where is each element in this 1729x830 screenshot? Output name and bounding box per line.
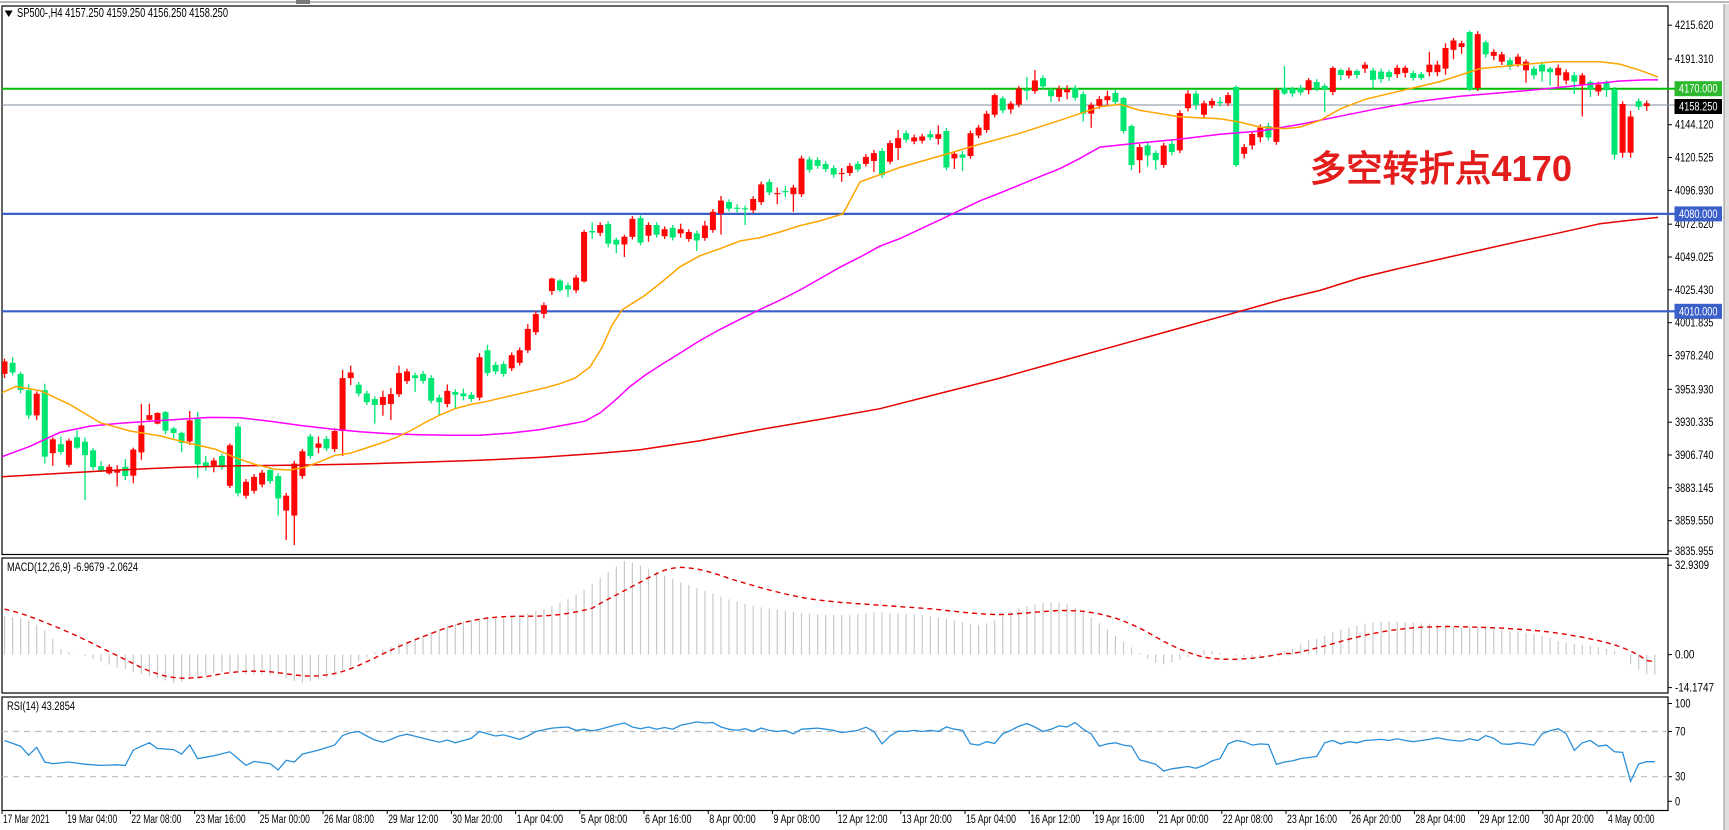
svg-text:5 Apr 08:00: 5 Apr 08:00 (581, 814, 628, 826)
svg-text:-14.1747: -14.1747 (1675, 683, 1714, 695)
svg-text:4010.000: 4010.000 (1679, 306, 1718, 318)
svg-text:19 Mar 04:00: 19 Mar 04:00 (67, 814, 117, 826)
svg-text:4049.025: 4049.025 (1675, 252, 1714, 264)
svg-text:23 Apr 16:00: 23 Apr 16:00 (1287, 814, 1337, 826)
svg-text:8 Apr 00:00: 8 Apr 00:00 (709, 814, 756, 826)
svg-text:3859.550: 3859.550 (1675, 516, 1714, 528)
svg-text:4072.620: 4072.620 (1675, 219, 1714, 231)
svg-text:4120.525: 4120.525 (1675, 153, 1714, 165)
svg-text:30 Apr 20:00: 30 Apr 20:00 (1544, 814, 1594, 826)
svg-text:70: 70 (1675, 727, 1686, 739)
svg-text:4191.310: 4191.310 (1675, 54, 1714, 66)
svg-text:30: 30 (1675, 772, 1686, 784)
svg-text:3978.240: 3978.240 (1675, 351, 1714, 363)
svg-text:4170.000: 4170.000 (1679, 84, 1718, 96)
svg-text:3906.740: 3906.740 (1675, 450, 1714, 462)
svg-text:MACD(12,26,9) -6.9679 -2.0624: MACD(12,26,9) -6.9679 -2.0624 (7, 562, 138, 574)
svg-text:4096.930: 4096.930 (1675, 185, 1714, 197)
svg-text:0: 0 (1675, 796, 1680, 808)
svg-text:26 Mar 08:00: 26 Mar 08:00 (324, 814, 374, 826)
svg-text:4158.250: 4158.250 (1679, 102, 1718, 114)
svg-text:0.00: 0.00 (1675, 650, 1695, 662)
svg-text:23 Mar 16:00: 23 Mar 16:00 (196, 814, 246, 826)
svg-text:21 Apr 00:00: 21 Apr 00:00 (1159, 814, 1209, 826)
svg-text:6 Apr 16:00: 6 Apr 16:00 (645, 814, 692, 826)
svg-text:4 May 00:00: 4 May 00:00 (1608, 814, 1655, 826)
svg-text:3883.145: 3883.145 (1675, 483, 1714, 495)
svg-text:30 Mar 20:00: 30 Mar 20:00 (452, 814, 502, 826)
svg-text:多空转折点4170: 多空转折点4170 (1310, 148, 1572, 189)
svg-text:1 Apr 04:00: 1 Apr 04:00 (517, 814, 564, 826)
svg-text:4144.120: 4144.120 (1675, 120, 1714, 132)
svg-text:28 Apr 04:00: 28 Apr 04:00 (1415, 814, 1465, 826)
svg-text:3953.930: 3953.930 (1675, 384, 1714, 396)
svg-text:100: 100 (1675, 699, 1691, 711)
svg-text:29 Apr 12:00: 29 Apr 12:00 (1480, 814, 1530, 826)
svg-text:4080.000: 4080.000 (1679, 209, 1718, 221)
svg-text:RSI(14) 43.2854: RSI(14) 43.2854 (7, 701, 75, 713)
svg-text:22 Mar 08:00: 22 Mar 08:00 (131, 814, 181, 826)
svg-text:16 Apr 12:00: 16 Apr 12:00 (1030, 814, 1080, 826)
svg-text:22 Apr 08:00: 22 Apr 08:00 (1223, 814, 1273, 826)
svg-text:13 Apr 20:00: 13 Apr 20:00 (902, 814, 952, 826)
svg-text:3930.335: 3930.335 (1675, 417, 1714, 429)
svg-text:4215.620: 4215.620 (1675, 20, 1714, 32)
svg-text:4001.835: 4001.835 (1675, 318, 1714, 330)
svg-text:25 Mar 00:00: 25 Mar 00:00 (260, 814, 310, 826)
svg-text:26 Apr 20:00: 26 Apr 20:00 (1351, 814, 1401, 826)
svg-text:12 Apr 12:00: 12 Apr 12:00 (838, 814, 888, 826)
svg-text:4025.430: 4025.430 (1675, 285, 1714, 297)
svg-text:29 Mar 12:00: 29 Mar 12:00 (388, 814, 438, 826)
svg-text:SP500-,H4 4157.250 4159.250 4: SP500-,H4 4157.250 4159.250 4156.250 415… (17, 6, 228, 20)
svg-text:3835.955: 3835.955 (1675, 546, 1714, 558)
svg-text:9 Apr 08:00: 9 Apr 08:00 (773, 814, 820, 826)
svg-text:15 Apr 04:00: 15 Apr 04:00 (966, 814, 1016, 826)
svg-text:17 Mar 2021: 17 Mar 2021 (3, 814, 50, 826)
svg-text:32.9309: 32.9309 (1675, 560, 1709, 572)
svg-text:19 Apr 16:00: 19 Apr 16:00 (1094, 814, 1144, 826)
